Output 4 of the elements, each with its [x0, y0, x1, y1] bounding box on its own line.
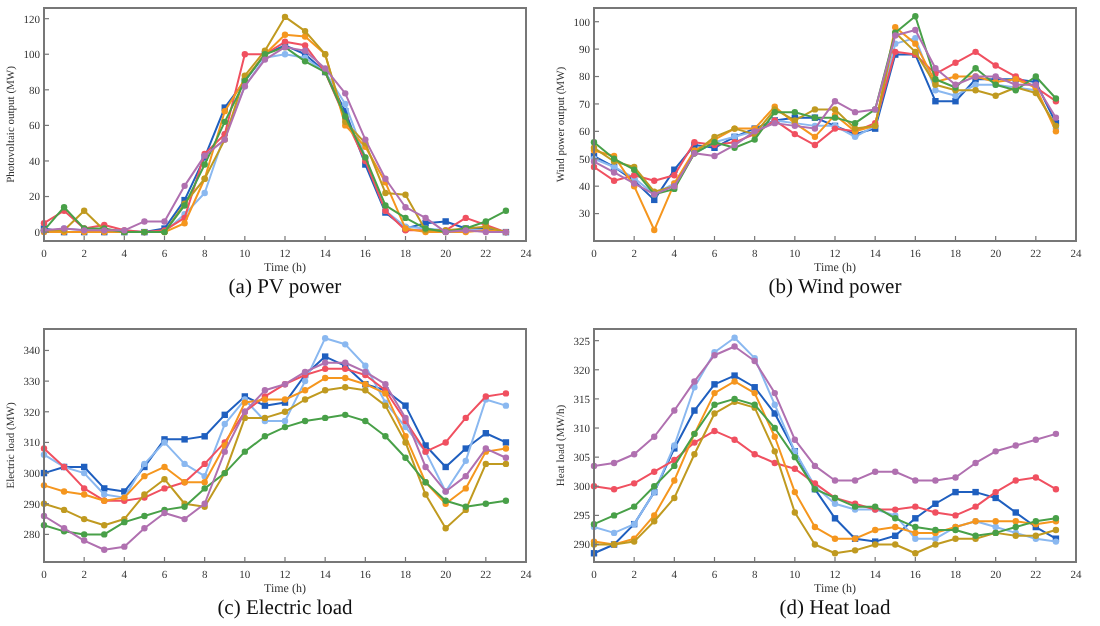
- text: (b) Wind power: [768, 277, 903, 299]
- text: (a) PV power: [228, 277, 343, 299]
- text: (d) Heat load: [779, 598, 892, 620]
- text: (c) Electric load: [217, 598, 355, 620]
